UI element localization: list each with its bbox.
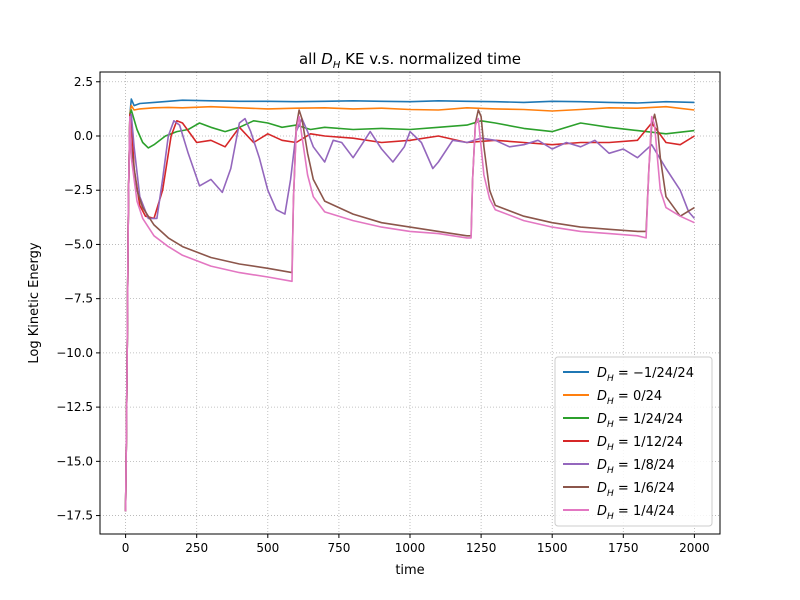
chart-title-symbol: D bbox=[321, 50, 333, 68]
legend-label: DH = 1/4/24 bbox=[597, 504, 675, 522]
legend-label: DH = 1/24/24 bbox=[597, 412, 683, 430]
legend-label-symbol: D bbox=[597, 389, 607, 404]
x-axis-label: time bbox=[395, 563, 424, 578]
series-line-2 bbox=[124, 109, 695, 512]
legend-label: DH = 1/8/24 bbox=[597, 458, 675, 476]
y-tick-label: 0.0 bbox=[74, 129, 93, 143]
chart-title-subscript: H bbox=[333, 60, 341, 71]
legend-entry: DH = 1/6/24 bbox=[563, 481, 675, 499]
legend-label: DH = 0/24 bbox=[597, 389, 662, 407]
legend-label-subscript: H bbox=[607, 489, 614, 499]
x-tick-label: 500 bbox=[256, 541, 279, 555]
legend-entry: DH = 1/12/24 bbox=[563, 435, 683, 453]
series-line-4 bbox=[124, 113, 696, 512]
legend-label-symbol: D bbox=[597, 412, 607, 427]
series-line-0 bbox=[124, 98, 695, 512]
legend-label-subscript: H bbox=[607, 397, 614, 407]
legend-label-text: = 1/12/24 bbox=[614, 435, 683, 450]
x-tick-label: 1500 bbox=[537, 541, 568, 555]
legend-box bbox=[554, 356, 713, 527]
legend-label-symbol: D bbox=[597, 366, 607, 381]
legend-label-symbol: D bbox=[597, 435, 607, 450]
chart-title-prefix: all bbox=[299, 50, 321, 68]
x-tick-label: 1750 bbox=[608, 541, 639, 555]
legend-label-symbol: D bbox=[597, 481, 607, 496]
chart-title: all DH KE v.s. normalized time bbox=[299, 50, 521, 71]
x-tick-label: 2000 bbox=[679, 541, 710, 555]
series-line-6 bbox=[124, 115, 695, 512]
legend-label-subscript: H bbox=[607, 420, 614, 430]
legend-entry: DH = 0/24 bbox=[563, 389, 662, 407]
legend-label-subscript: H bbox=[607, 466, 614, 476]
y-tick-label: −7.5 bbox=[64, 292, 93, 306]
x-tick-label: 750 bbox=[327, 541, 350, 555]
y-axis-ticks: 2.5 0.0 −2.5 −5.0 −7.5 −10.0 −12.5 −15.0 −17.5 bbox=[56, 75, 100, 523]
legend-label-text: = 1/6/24 bbox=[614, 481, 675, 496]
legend-label-text: = 1/4/24 bbox=[614, 504, 675, 519]
legend-entry: DH = 1/8/24 bbox=[563, 458, 675, 476]
legend-entry: DH = 1/24/24 bbox=[563, 412, 683, 430]
x-axis-ticks: 0 250 500 750 1000 1250 1500 1750 2000 bbox=[122, 534, 710, 555]
y-tick-label: −2.5 bbox=[64, 183, 93, 197]
x-tick-label: 1000 bbox=[395, 541, 426, 555]
legend-label: DH = 1/12/24 bbox=[597, 435, 683, 453]
legend-label: DH = 1/6/24 bbox=[597, 481, 675, 499]
legend-label-text: = 1/24/24 bbox=[614, 412, 683, 427]
chart-title-suffix: KE v.s. normalized time bbox=[340, 50, 521, 68]
legend-label-symbol: D bbox=[597, 458, 607, 473]
legend-label-text: = 1/8/24 bbox=[614, 458, 675, 473]
series-line-3 bbox=[124, 113, 695, 512]
legend-label: DH = −1/24/24 bbox=[597, 366, 694, 384]
y-tick-label: −17.5 bbox=[56, 509, 93, 523]
x-tick-label: 250 bbox=[185, 541, 208, 555]
legend-label-text: = 0/24 bbox=[614, 389, 662, 404]
legend-label-subscript: H bbox=[607, 512, 614, 522]
y-axis-label: Log Kinetic Energy bbox=[27, 242, 42, 364]
legend-label-symbol: D bbox=[597, 504, 607, 519]
y-tick-label: −12.5 bbox=[56, 400, 93, 414]
series-line-1 bbox=[124, 104, 695, 512]
x-tick-label: 0 bbox=[122, 541, 130, 555]
legend-entry: DH = −1/24/24 bbox=[563, 366, 694, 384]
y-tick-label: −5.0 bbox=[64, 237, 93, 251]
legend-label-subscript: H bbox=[607, 443, 614, 453]
legend-entry: DH = 1/4/24 bbox=[563, 504, 675, 522]
y-tick-label: −10.0 bbox=[56, 346, 93, 360]
series-lines bbox=[124, 98, 696, 512]
y-tick-label: −15.0 bbox=[56, 454, 93, 468]
legend-label-text: = −1/24/24 bbox=[614, 366, 694, 381]
legend-label-subscript: H bbox=[607, 374, 614, 384]
x-tick-label: 1250 bbox=[466, 541, 497, 555]
y-tick-label: 2.5 bbox=[74, 75, 93, 89]
